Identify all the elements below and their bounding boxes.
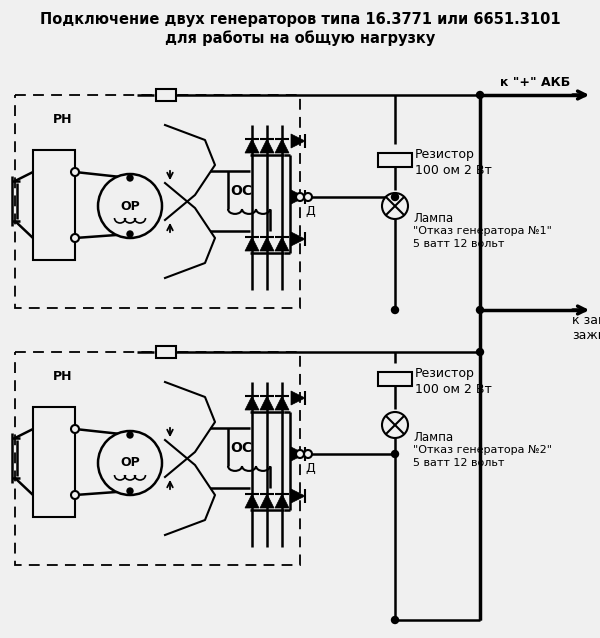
Circle shape	[392, 193, 398, 200]
Circle shape	[98, 431, 162, 495]
Text: РН: РН	[53, 370, 73, 383]
Circle shape	[382, 193, 408, 219]
Circle shape	[392, 306, 398, 313]
Polygon shape	[245, 237, 259, 251]
Circle shape	[296, 450, 304, 458]
Text: Лампа: Лампа	[413, 212, 453, 225]
Polygon shape	[275, 396, 289, 410]
Circle shape	[71, 425, 79, 433]
Circle shape	[476, 348, 484, 355]
Text: Подключение двух генераторов типа 16.3771 или 6651.3101: Подключение двух генераторов типа 16.377…	[40, 12, 560, 27]
Text: В: В	[39, 494, 47, 507]
Bar	[156, 346, 176, 358]
Text: Резистор: Резистор	[415, 148, 475, 161]
Polygon shape	[291, 190, 305, 204]
Circle shape	[392, 450, 398, 457]
Text: ОС: ОС	[230, 441, 252, 455]
Text: к "+" АКБ: к "+" АКБ	[500, 76, 570, 89]
Circle shape	[127, 231, 133, 237]
Circle shape	[71, 234, 79, 242]
Circle shape	[127, 432, 133, 438]
Polygon shape	[245, 396, 259, 410]
Circle shape	[127, 175, 133, 181]
Bar	[15, 352, 300, 565]
Text: 5 ватт 12 вольт: 5 ватт 12 вольт	[413, 458, 505, 468]
Text: к замку
зажигания: к замку зажигания	[572, 314, 600, 342]
Polygon shape	[260, 494, 274, 508]
Polygon shape	[291, 391, 305, 405]
Text: 100 ом 2 Вт: 100 ом 2 Вт	[415, 383, 492, 396]
Circle shape	[71, 491, 79, 499]
Text: В: В	[39, 237, 47, 250]
Text: Ш: Ш	[39, 165, 52, 178]
Text: Д: Д	[305, 462, 315, 475]
Text: ОР: ОР	[120, 457, 140, 470]
Text: Резистор: Резистор	[415, 367, 475, 380]
Polygon shape	[245, 494, 259, 508]
Bar	[378, 372, 412, 386]
Bar	[378, 153, 412, 167]
Text: "Отказ генератора №1": "Отказ генератора №1"	[413, 226, 552, 236]
Text: Ш: Ш	[39, 422, 52, 435]
Polygon shape	[260, 396, 274, 410]
Circle shape	[98, 174, 162, 238]
Circle shape	[382, 412, 408, 438]
Polygon shape	[291, 489, 305, 503]
Text: РН: РН	[53, 113, 73, 126]
Text: Д: Д	[305, 205, 315, 218]
Polygon shape	[275, 139, 289, 153]
Circle shape	[304, 193, 312, 201]
Text: ОР: ОР	[120, 200, 140, 212]
Circle shape	[476, 306, 484, 313]
Polygon shape	[260, 237, 274, 251]
Polygon shape	[291, 447, 305, 461]
Polygon shape	[245, 139, 259, 153]
Bar	[156, 89, 176, 101]
Circle shape	[127, 488, 133, 494]
Text: для работы на общую нагрузку: для работы на общую нагрузку	[165, 30, 435, 46]
Bar	[33, 407, 75, 517]
Circle shape	[304, 450, 312, 458]
Polygon shape	[275, 237, 289, 251]
Text: 5 ватт 12 вольт: 5 ватт 12 вольт	[413, 239, 505, 249]
Text: Лампа: Лампа	[413, 431, 453, 444]
Circle shape	[392, 616, 398, 623]
Polygon shape	[260, 139, 274, 153]
Polygon shape	[291, 134, 305, 148]
Polygon shape	[275, 494, 289, 508]
Circle shape	[476, 91, 484, 98]
Circle shape	[71, 168, 79, 176]
Text: "Отказ генератора №2": "Отказ генератора №2"	[413, 445, 552, 455]
Circle shape	[296, 193, 304, 201]
Text: ОС: ОС	[230, 184, 252, 198]
Bar	[15, 95, 300, 308]
Text: 100 ом 2 Вт: 100 ом 2 Вт	[415, 164, 492, 177]
Bar	[33, 150, 75, 260]
Polygon shape	[291, 232, 305, 246]
